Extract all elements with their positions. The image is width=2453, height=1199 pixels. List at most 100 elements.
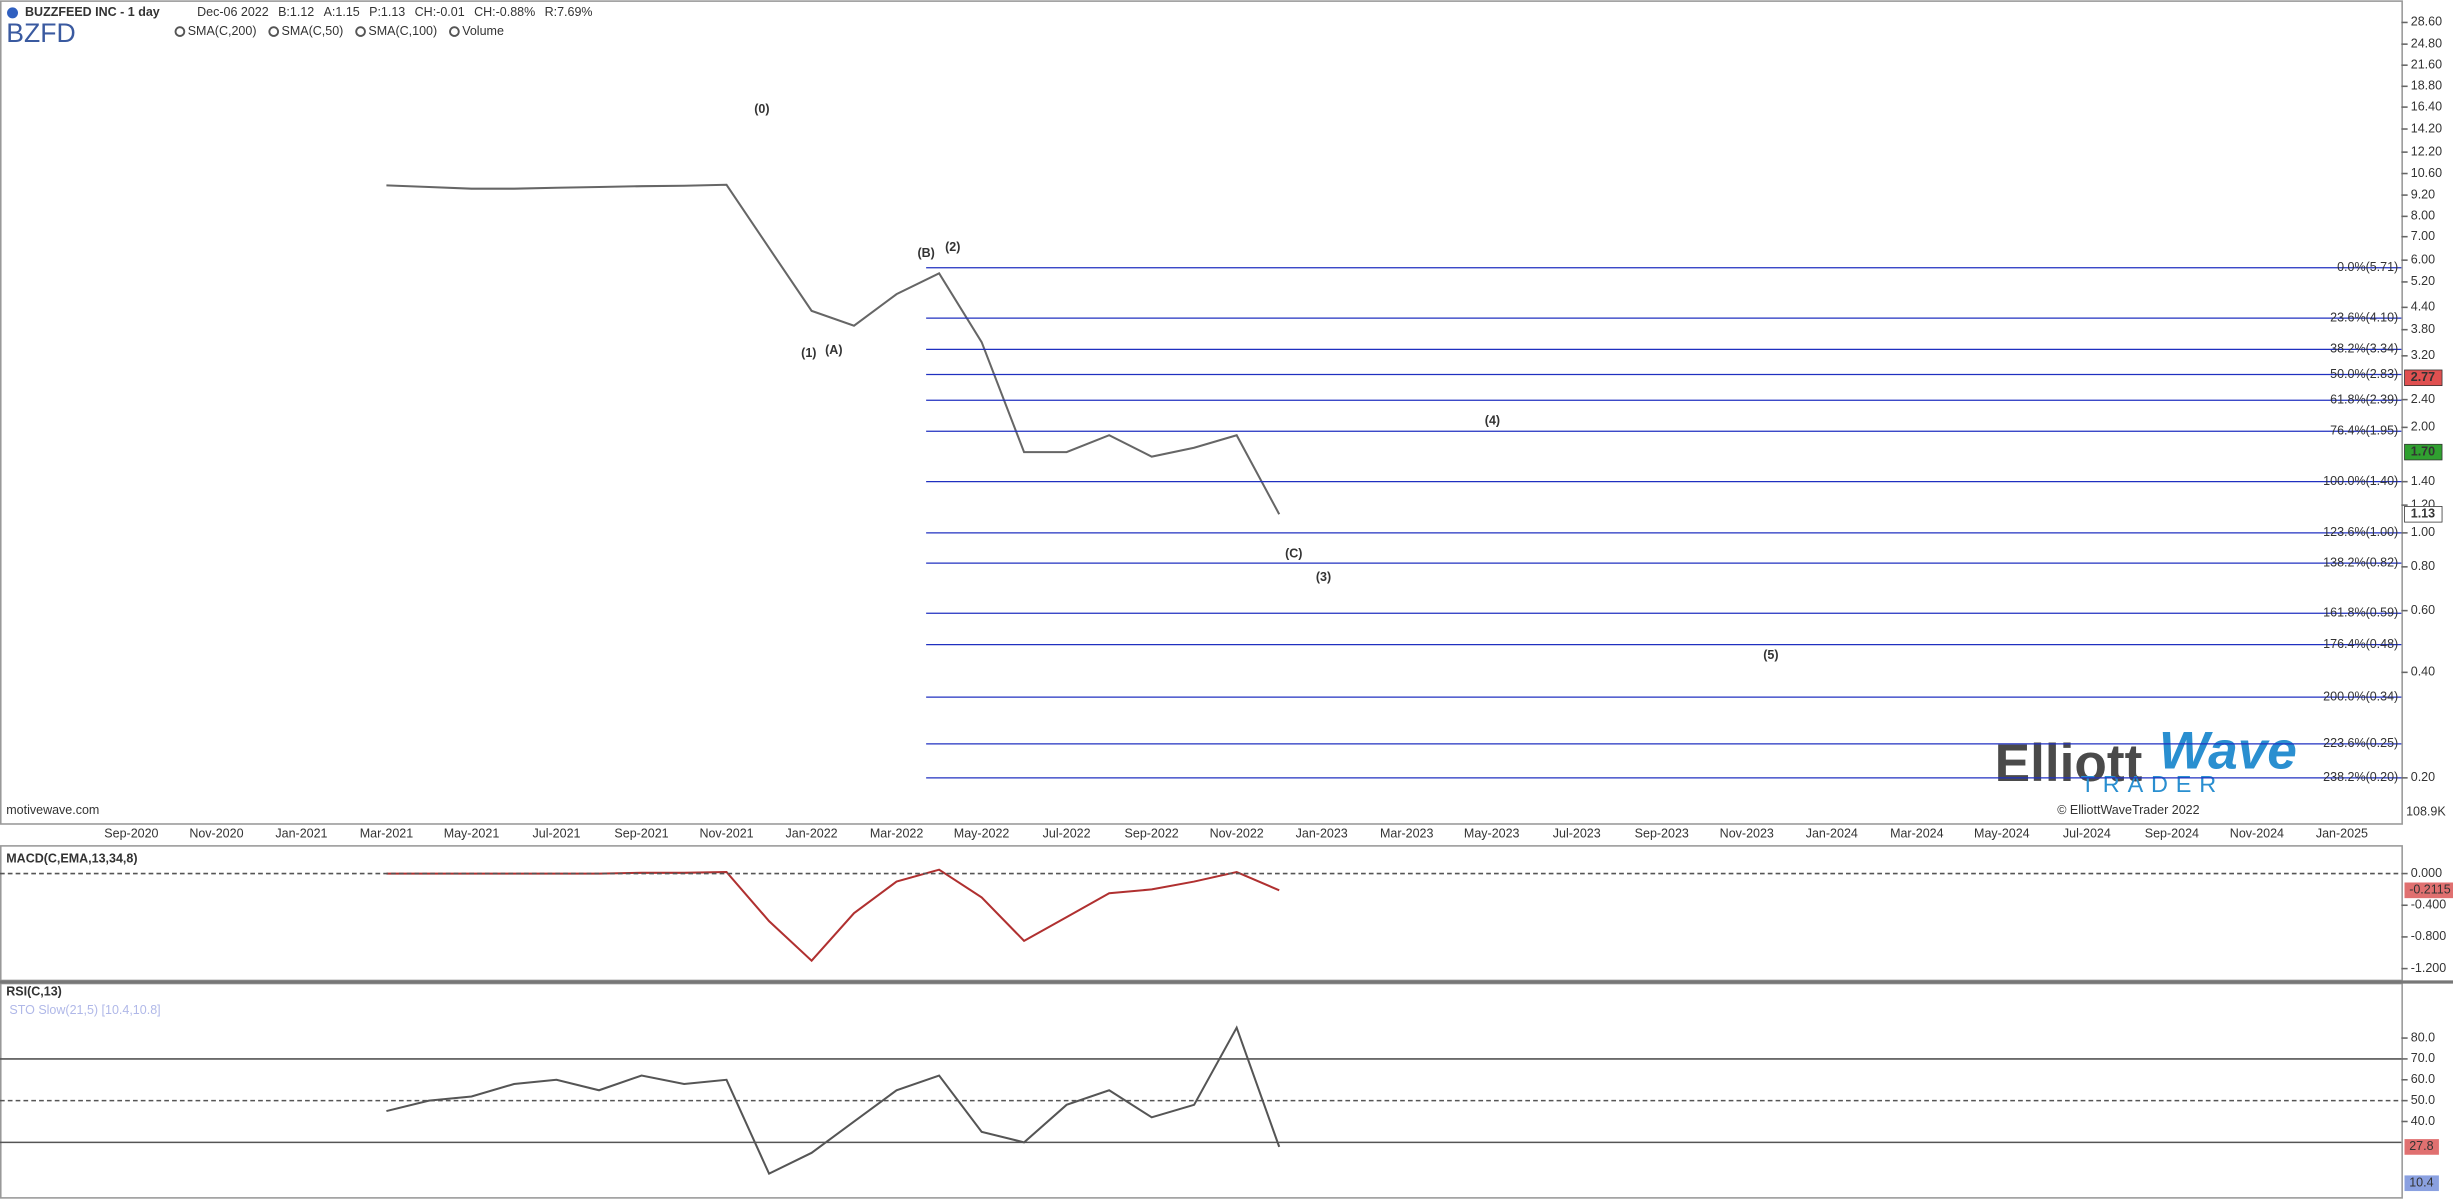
indicator-gear: [268, 26, 280, 37]
y-tick-label: 0.60: [2411, 603, 2435, 617]
rsi-marker-label: 27.8: [2409, 1139, 2433, 1153]
volume-axis-label: 108.9K: [2406, 805, 2446, 819]
x-tick-label: Mar-2024: [1890, 826, 1944, 840]
rsi-marker: [2404, 1139, 2439, 1155]
y-tick-label: 28.60: [2411, 15, 2442, 29]
x-tick-label: Jan-2024: [1806, 826, 1858, 840]
x-tick-label: Mar-2022: [870, 826, 924, 840]
y-tick-label: 70.0: [2411, 1051, 2435, 1065]
y-tick-label: 0.40: [2411, 665, 2435, 679]
x-tick-label: Jan-2022: [786, 826, 838, 840]
quote-item: CH:-0.01: [415, 5, 465, 19]
y-tick-label: -1.200: [2411, 961, 2446, 975]
wave-label: (5): [1763, 648, 1778, 662]
x-tick-label: May-2024: [1974, 826, 2030, 840]
price-marker: [2404, 369, 2443, 387]
logo-wave: Wave: [2159, 721, 2297, 780]
y-tick-label: 14.20: [2411, 121, 2442, 135]
indicator-label: Volume: [462, 24, 504, 38]
y-tick-label: 6.00: [2411, 252, 2435, 266]
y-tick-label: 3.80: [2411, 322, 2435, 336]
x-tick-label: Jan-2023: [1296, 826, 1348, 840]
x-tick-label: Sep-2023: [1635, 826, 1689, 840]
fib-label: 200.0%(0.34): [2323, 689, 2398, 703]
y-tick-label: 0.80: [2411, 559, 2435, 573]
x-tick-label: Sep-2022: [1125, 826, 1179, 840]
series-line: [386, 183, 1281, 515]
fib-label: 223.6%(0.25): [2323, 736, 2398, 750]
indicator-label: SMA(C,50): [282, 24, 344, 38]
y-tick-label: 2.40: [2411, 392, 2435, 406]
fib-label: 38.2%(3.34): [2330, 342, 2398, 356]
y-tick-label: 4.40: [2411, 300, 2435, 314]
x-tick-label: Sep-2024: [2145, 826, 2199, 840]
wave-label: (4): [1485, 413, 1500, 427]
quote-item: CH:-0.88%: [474, 5, 535, 19]
macd-marker-label: -0.2115: [2409, 883, 2451, 897]
fib-label: 176.4%(0.48): [2323, 637, 2398, 651]
x-tick-label: Jan-2021: [275, 826, 327, 840]
quote-item: P:1.13: [369, 5, 405, 19]
indicator-gear: [355, 26, 366, 37]
y-tick-label: 10.60: [2411, 166, 2442, 180]
wave-label: (2): [945, 240, 960, 254]
wave-label: (0): [754, 102, 769, 116]
quote-item: R:7.69%: [545, 5, 593, 19]
rsi-title: RSI(C,13): [6, 984, 62, 998]
wave-label: (B): [917, 246, 934, 260]
price-marker-label: 1.70: [2411, 444, 2435, 458]
rsi-marker-label: 10.4: [2409, 1176, 2433, 1190]
fib-label: 23.6%(4.10): [2330, 310, 2398, 324]
indicator-label: SMA(C,100): [368, 24, 437, 38]
fib-label: 138.2%(0.82): [2323, 555, 2398, 569]
watermark: motivewave.com: [6, 803, 99, 817]
y-tick-label: 5.20: [2411, 274, 2435, 288]
y-tick-label: 40.0: [2411, 1114, 2435, 1128]
x-tick-label: Mar-2021: [360, 826, 414, 840]
quote-item: B:1.12: [278, 5, 314, 19]
y-tick-label: 60.0: [2411, 1072, 2435, 1086]
y-tick-label: 12.20: [2411, 144, 2442, 158]
sto-subtitle: STO Slow(21,5) [10.4,10.8]: [9, 1003, 160, 1017]
x-tick-label: Sep-2020: [104, 826, 158, 840]
x-tick-label: Jul-2024: [2063, 826, 2111, 840]
x-tick-label: Nov-2024: [2230, 826, 2284, 840]
macd-title: MACD(C,EMA,13,34,8): [6, 851, 137, 865]
y-tick-label: 0.000: [2411, 866, 2442, 880]
copyright: © ElliottWaveTrader 2022: [2057, 803, 2199, 817]
quote-item: A:1.15: [324, 5, 360, 19]
logo-trader: TRADER: [2081, 771, 2224, 797]
y-tick-label: 2.00: [2411, 420, 2435, 434]
x-tick-label: Jan-2025: [2316, 826, 2368, 840]
y-tick-label: -0.400: [2411, 898, 2446, 912]
x-tick-label: Nov-2023: [1720, 826, 1774, 840]
macd-marker: [2404, 882, 2453, 899]
x-tick-label: May-2021: [444, 826, 500, 840]
x-tick-label: May-2023: [1464, 826, 1520, 840]
x-tick-label: May-2022: [954, 826, 1010, 840]
fib-label: 76.4%(1.95): [2330, 424, 2398, 438]
x-tick-label: Sep-2021: [614, 826, 668, 840]
price-panel: [0, 0, 2403, 825]
y-tick-label: 1.40: [2411, 474, 2435, 488]
price-marker: [2404, 443, 2443, 461]
fib-label: 0.0%(5.71): [2337, 260, 2398, 274]
x-tick-label: Mar-2023: [1380, 826, 1434, 840]
x-tick-label: Jul-2023: [1553, 826, 1601, 840]
x-tick-label: Jul-2021: [533, 826, 581, 840]
y-tick-label: 7.00: [2411, 229, 2435, 243]
indicator-label: SMA(C,200): [188, 24, 257, 38]
fib-label: 61.8%(2.39): [2330, 393, 2398, 407]
y-tick-label: 21.60: [2411, 57, 2442, 71]
rsi-marker: [2404, 1175, 2439, 1192]
x-tick-label: Nov-2020: [189, 826, 243, 840]
wave-label: (A): [825, 343, 842, 357]
fib-label: 50.0%(2.83): [2330, 367, 2398, 381]
fib-label: 123.6%(1.00): [2323, 525, 2398, 539]
y-tick-label: 50.0: [2411, 1093, 2435, 1107]
price-marker-label: 2.77: [2411, 370, 2435, 384]
symbol-dot: [7, 7, 18, 19]
fib-label: 238.2%(0.20): [2323, 770, 2398, 784]
y-tick-label: 80.0: [2411, 1030, 2435, 1044]
